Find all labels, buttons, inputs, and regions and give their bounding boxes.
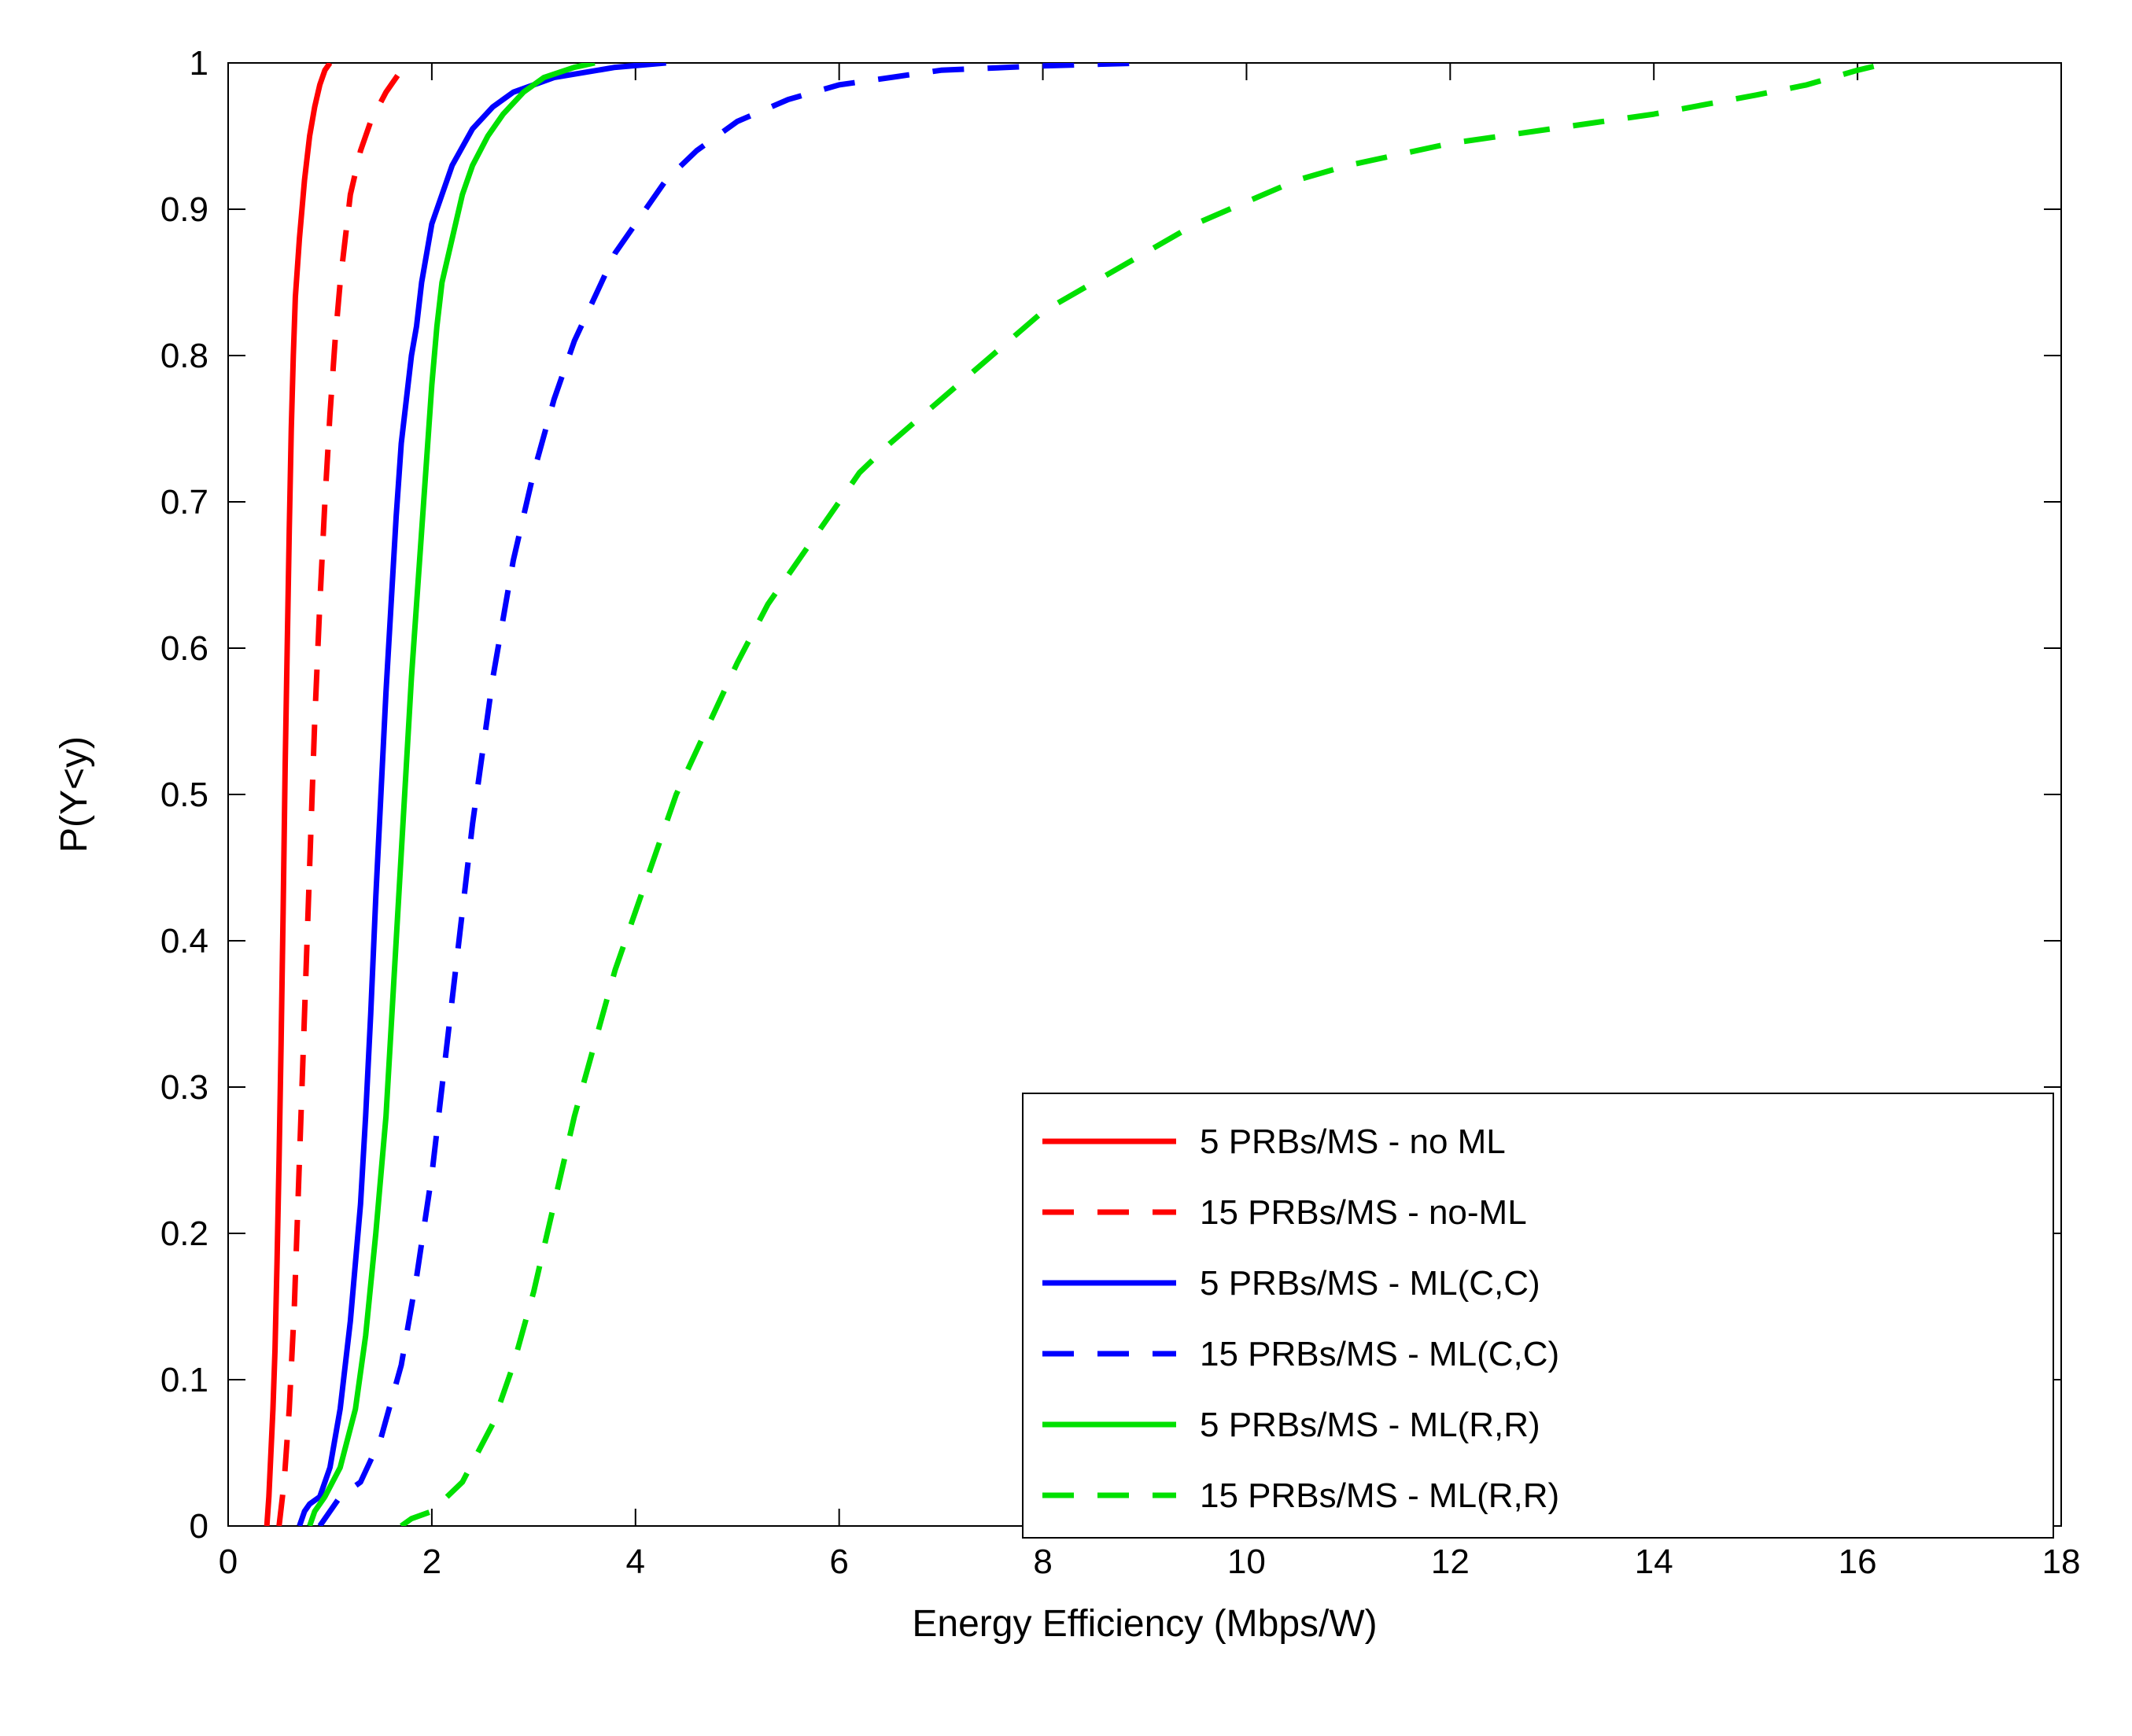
y-tick-label: 0.7 bbox=[160, 483, 208, 522]
legend-label: 15 PRBs/MS - no-ML bbox=[1200, 1193, 1527, 1232]
legend-label: 5 PRBs/MS - ML(R,R) bbox=[1200, 1406, 1540, 1444]
x-tick-label: 10 bbox=[1227, 1542, 1266, 1581]
y-axis-label: P(Y<y) bbox=[53, 736, 95, 853]
x-axis-label: Energy Efficiency (Mbps/W) bbox=[912, 1603, 1377, 1645]
legend-label: 5 PRBs/MS - ML(C,C) bbox=[1200, 1264, 1540, 1303]
legend-label: 5 PRBs/MS - no ML bbox=[1200, 1122, 1506, 1161]
y-tick-label: 0.9 bbox=[160, 190, 208, 229]
y-tick-label: 0.1 bbox=[160, 1361, 208, 1399]
legend-box bbox=[1023, 1093, 2053, 1538]
x-tick-label: 8 bbox=[1033, 1542, 1052, 1581]
x-tick-label: 16 bbox=[1839, 1542, 1877, 1581]
x-tick-label: 12 bbox=[1431, 1542, 1470, 1581]
x-tick-label: 4 bbox=[626, 1542, 645, 1581]
legend-label: 15 PRBs/MS - ML(R,R) bbox=[1200, 1476, 1559, 1515]
y-tick-label: 0.6 bbox=[160, 629, 208, 668]
x-tick-label: 6 bbox=[829, 1542, 848, 1581]
y-tick-label: 0.8 bbox=[160, 337, 208, 375]
x-tick-label: 14 bbox=[1635, 1542, 1673, 1581]
x-tick-label: 2 bbox=[422, 1542, 441, 1581]
y-tick-label: 0 bbox=[190, 1507, 208, 1546]
chart-svg: 0 2 4 6 8 10 12 14 16 18 0 0.1 0.2 0.3 0.4 0.5 0.6 0.7 0.8… bbox=[0, 0, 2132, 1732]
y-tick-label: 0.3 bbox=[160, 1068, 208, 1107]
y-tick-label: 0.2 bbox=[160, 1214, 208, 1253]
y-tick-label: 0.5 bbox=[160, 776, 208, 814]
x-tick-label: 0 bbox=[219, 1542, 238, 1581]
cdf-chart: 0 2 4 6 8 10 12 14 16 18 0 0.1 0.2 0.3 0.4 0.5 0.6 0.7 0.8… bbox=[0, 0, 2132, 1736]
series-line bbox=[267, 63, 330, 1526]
legend-label: 15 PRBs/MS - ML(C,C) bbox=[1200, 1335, 1559, 1373]
y-tick-label: 0.4 bbox=[160, 922, 208, 960]
series-line bbox=[300, 63, 666, 1526]
x-tick-label: 18 bbox=[2042, 1542, 2081, 1581]
y-tick-label: 1 bbox=[190, 44, 208, 83]
